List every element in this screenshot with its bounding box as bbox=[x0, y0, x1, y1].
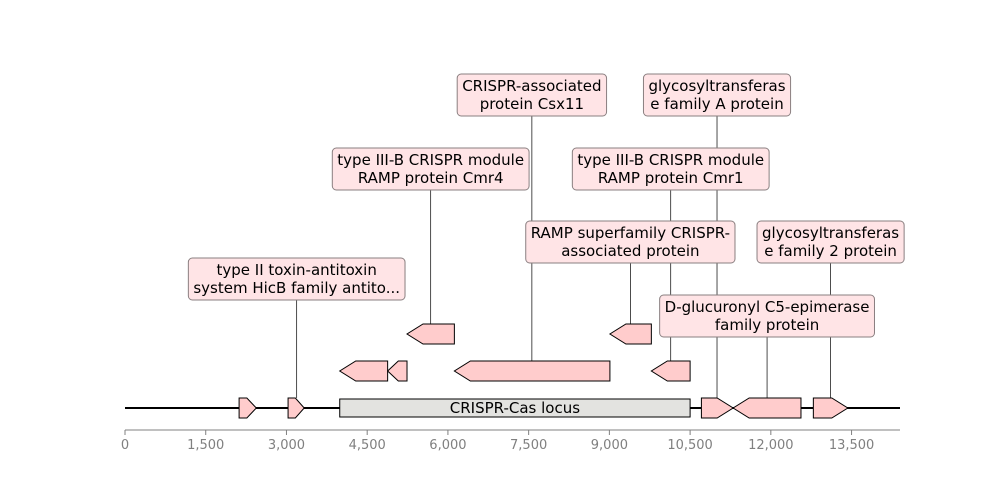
annotation-line: glycosyltransferas bbox=[762, 224, 899, 242]
annotation-box bbox=[525, 220, 736, 264]
annotation-line: type III-B CRISPR module bbox=[577, 151, 764, 169]
gene-arrow bbox=[406, 323, 455, 345]
gene-arrow bbox=[700, 397, 735, 419]
axis-tick-label: 0 bbox=[121, 438, 129, 453]
annotation-line: CRISPR-associated bbox=[462, 77, 601, 95]
annotation-line: RAMP superfamily CRISPR- bbox=[531, 224, 730, 242]
annotation-line: e family 2 protein bbox=[764, 242, 897, 260]
annotation-line: associated protein bbox=[561, 242, 699, 260]
locus-box bbox=[339, 398, 691, 418]
gene-arrow bbox=[453, 360, 611, 382]
annotation-box bbox=[642, 73, 792, 117]
axis-tick-label: 9,000 bbox=[591, 438, 628, 453]
annotation-box bbox=[659, 294, 875, 338]
axis-tick-label: 6,000 bbox=[429, 438, 466, 453]
gene-arrow bbox=[287, 397, 305, 419]
annotation-box bbox=[456, 73, 608, 117]
axis-tick-label: 12,000 bbox=[748, 438, 794, 453]
annotation-label: RAMP superfamily CRISPR-associated prote… bbox=[525, 220, 736, 264]
gene-features bbox=[238, 323, 849, 419]
gene-arrow bbox=[732, 397, 802, 419]
annotation-line: RAMP protein Cmr4 bbox=[358, 169, 504, 187]
annotation-line: type III-B CRISPR module bbox=[337, 151, 524, 169]
annotation-line: protein Csx11 bbox=[480, 95, 584, 113]
axis-tick-label: 3,000 bbox=[268, 438, 305, 453]
gene-arrow bbox=[238, 397, 258, 419]
axis-tick-label: 13,500 bbox=[829, 438, 875, 453]
gene-arrow bbox=[650, 360, 691, 382]
gene-arrow bbox=[338, 360, 389, 382]
axis-tick-label: 1,500 bbox=[187, 438, 224, 453]
annotation-line: D-glucuronyl C5-epimerase bbox=[665, 298, 870, 316]
annotation-line: system HicB family antito... bbox=[193, 279, 400, 297]
gene-arrow bbox=[812, 397, 849, 419]
annotation-box bbox=[331, 147, 530, 191]
annotation-line: type II toxin-antitoxin bbox=[217, 261, 377, 279]
annotation-line: e family A protein bbox=[650, 95, 783, 113]
axis-tick-label: 4,500 bbox=[349, 438, 386, 453]
annotation-box bbox=[756, 220, 905, 264]
annotation-line: family protein bbox=[715, 316, 819, 334]
locus-label: CRISPR-Cas locus bbox=[450, 399, 580, 417]
annotation-line: glycosyltransferas bbox=[648, 77, 785, 95]
annotation-box bbox=[187, 257, 406, 301]
gene-arrow bbox=[386, 360, 408, 382]
gene-arrow bbox=[608, 323, 652, 345]
annotation-box bbox=[571, 147, 770, 191]
crispr-cas-locus: CRISPR-Cas locus bbox=[339, 398, 691, 418]
position-axis: 0 1,500 3,000 4,500 6,000 7,500 9,000 10,500 12,… bbox=[121, 429, 900, 453]
axis-tick-label: 10,500 bbox=[667, 438, 713, 453]
axis-tick-label: 7,500 bbox=[510, 438, 547, 453]
annotation-line: RAMP protein Cmr1 bbox=[598, 169, 744, 187]
